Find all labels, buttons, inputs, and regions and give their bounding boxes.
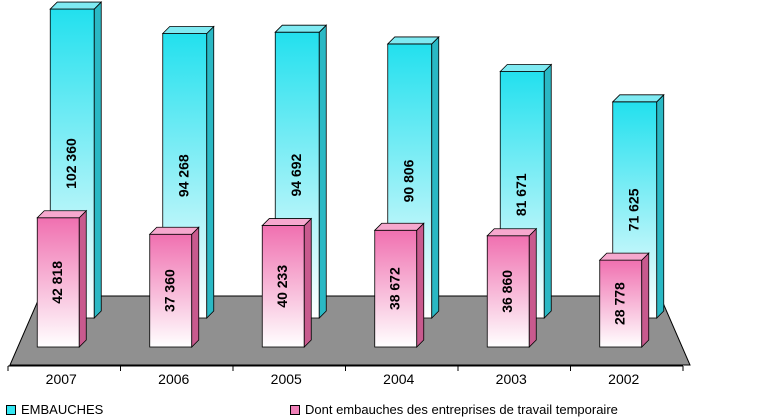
legend-label-temporaire: Dont embauches des entreprises de travai… bbox=[305, 402, 618, 417]
bar-temporaire-2006: 37 360 bbox=[148, 226, 200, 348]
bar-top bbox=[598, 252, 650, 261]
bar-temporaire-2003: 36 860 bbox=[486, 227, 538, 348]
data-label-temporaire: 42 818 bbox=[49, 261, 65, 304]
bar-top bbox=[386, 36, 440, 45]
bar-side bbox=[656, 93, 665, 319]
legend-swatch-embauches bbox=[6, 404, 16, 415]
legend-item-embauches: EMBAUCHES bbox=[6, 402, 103, 417]
data-label-temporaire: 28 778 bbox=[611, 282, 627, 325]
x-tick-label: 2004 bbox=[383, 371, 414, 387]
bar-top bbox=[611, 94, 665, 103]
data-label-embauches: 90 806 bbox=[400, 159, 416, 202]
data-label-temporaire: 36 860 bbox=[499, 270, 515, 313]
bar-top bbox=[486, 228, 538, 237]
bar-front bbox=[261, 225, 305, 348]
legend-item-temporaire: Dont embauches des entreprises de travai… bbox=[290, 402, 618, 417]
x-tick-label: 2005 bbox=[271, 371, 302, 387]
x-tick-label: 2003 bbox=[496, 371, 527, 387]
bar-temporaire-2002: 28 778 bbox=[598, 252, 650, 348]
bar-side bbox=[303, 217, 312, 348]
bar-top bbox=[148, 226, 200, 235]
bar-temporaire-2007: 42 818 bbox=[36, 209, 88, 348]
data-label-embauches: 102 360 bbox=[63, 138, 79, 189]
data-label-temporaire: 40 233 bbox=[274, 265, 290, 308]
data-label-embauches: 94 268 bbox=[175, 154, 191, 197]
x-tick-label: 2007 bbox=[46, 371, 77, 387]
bar-side bbox=[78, 209, 87, 348]
data-label-temporaire: 38 672 bbox=[386, 267, 402, 310]
chart-floor bbox=[9, 295, 691, 366]
legend-label-embauches: EMBAUCHES bbox=[21, 402, 104, 417]
bar-side bbox=[431, 35, 440, 319]
x-tick-label: 2006 bbox=[158, 371, 189, 387]
bar-top bbox=[499, 64, 553, 72]
bar-side bbox=[528, 227, 537, 348]
data-label-temporaire: 37 360 bbox=[161, 269, 177, 312]
bar-temporaire-2005: 40 233 bbox=[261, 217, 313, 348]
legend-swatch-temporaire bbox=[290, 404, 300, 415]
bar-side bbox=[93, 1, 102, 319]
bar-side bbox=[543, 63, 552, 319]
bar-side bbox=[318, 24, 327, 319]
bar-top bbox=[274, 24, 328, 33]
bar-temporaire-2004: 38 672 bbox=[373, 222, 425, 348]
bar-front bbox=[486, 235, 530, 348]
bar-front bbox=[599, 259, 643, 348]
bar-side bbox=[416, 222, 425, 348]
bar-top bbox=[49, 1, 103, 10]
data-label-embauches: 94 692 bbox=[288, 153, 304, 196]
x-tick-label: 2002 bbox=[608, 371, 639, 387]
bar-side bbox=[191, 226, 200, 348]
bar-top bbox=[261, 218, 313, 226]
bar-top bbox=[373, 222, 425, 231]
bar-side bbox=[641, 252, 650, 348]
x-axis: 2007 2006 2005 2004 2003 2002 bbox=[7, 365, 684, 387]
bars-group: 102 360 42 818 94 268 37 360 94 692 40 233 90 … bbox=[36, 1, 665, 348]
bar-side bbox=[206, 25, 215, 319]
data-label-embauches: 71 625 bbox=[625, 188, 641, 231]
data-label-embauches: 81 671 bbox=[513, 173, 529, 216]
bar-top bbox=[161, 26, 215, 34]
bar-top bbox=[36, 210, 88, 219]
